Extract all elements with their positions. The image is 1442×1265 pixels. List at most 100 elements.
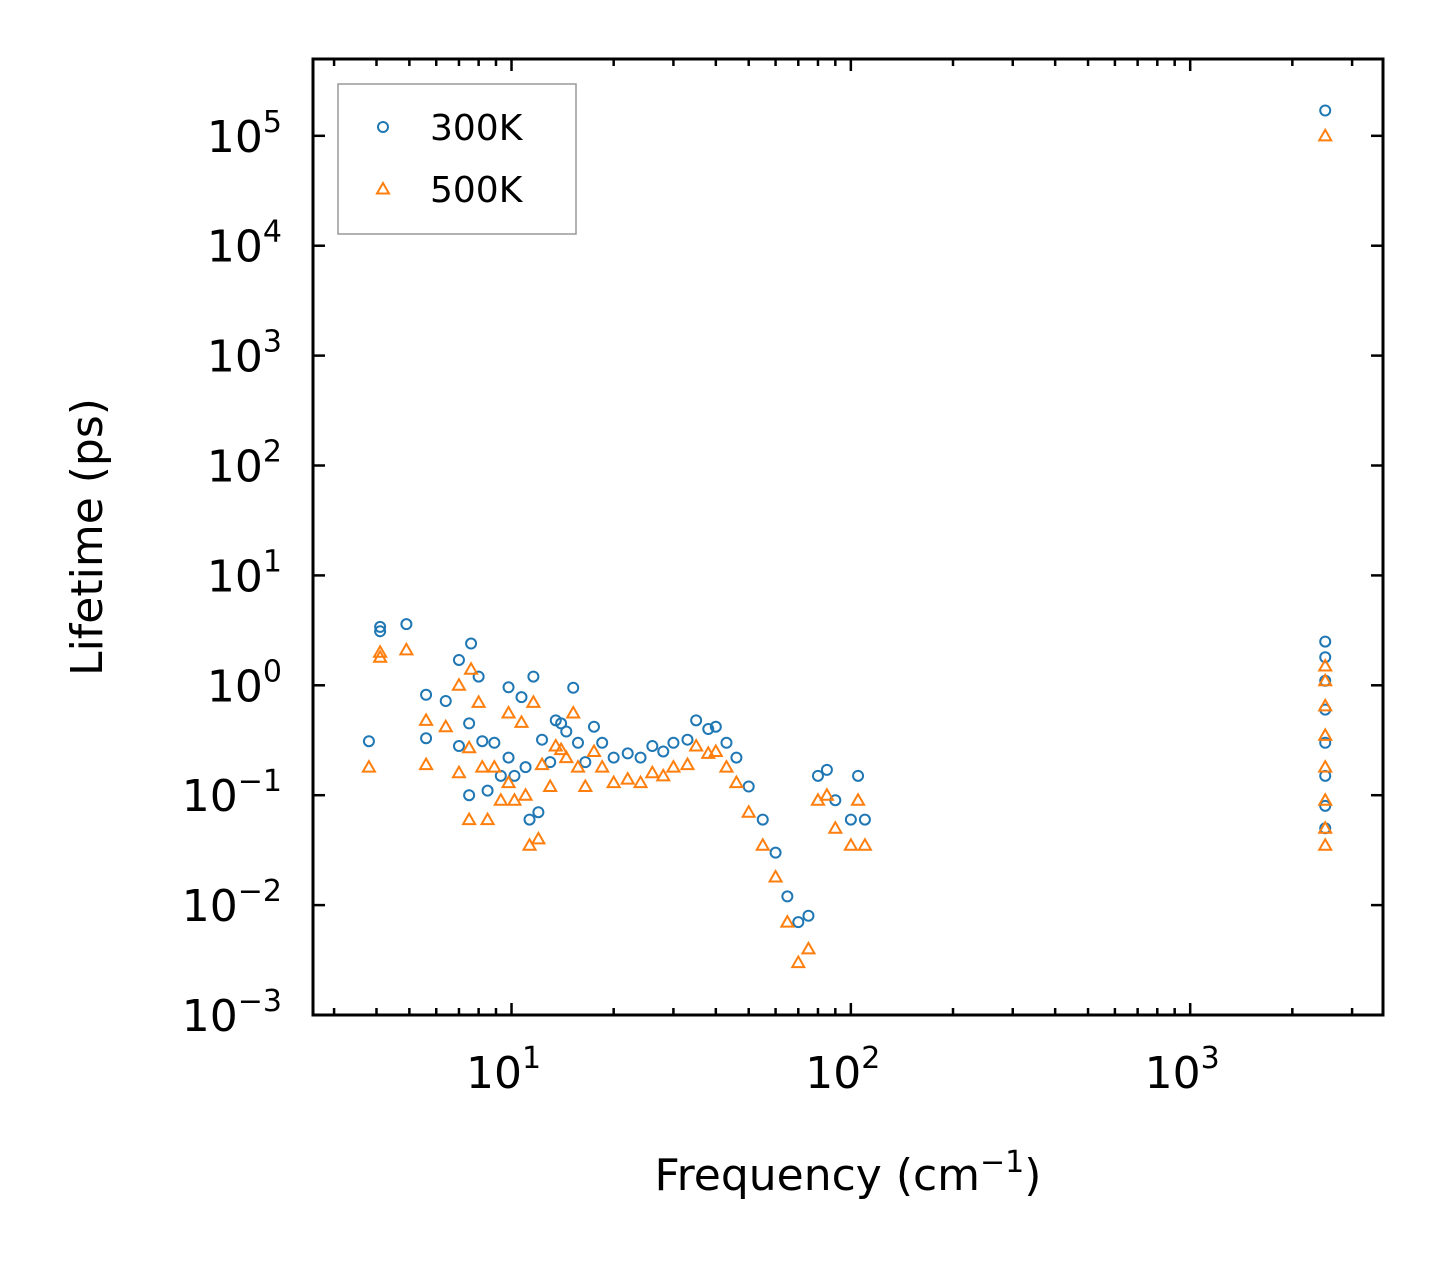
data-point: [1317, 727, 1333, 741]
data-point: [728, 774, 745, 789]
data-point: [667, 736, 680, 749]
x-axis-label-main: Frequency (cm: [655, 1150, 981, 1201]
data-point: [463, 661, 479, 675]
y-tick-label-exponent: −2: [238, 874, 282, 909]
data-point: [594, 759, 610, 773]
data-point: [481, 784, 494, 797]
x-tick-label-exponent: 3: [1201, 1041, 1220, 1076]
plot-area: [361, 104, 1333, 969]
data-point: [523, 813, 536, 826]
data-point: [1317, 837, 1333, 851]
x-tick-label: 103: [1145, 1041, 1220, 1099]
y-tick-label: 10−3: [182, 984, 282, 1042]
y-tick-label-exponent: −3: [238, 984, 282, 1019]
y-tick-label-base: 10: [207, 222, 263, 273]
data-point: [451, 677, 467, 691]
data-point: [527, 670, 540, 683]
series-500K: [361, 127, 1333, 969]
data-point: [587, 720, 600, 733]
data-point: [553, 741, 569, 756]
data-point: [702, 723, 715, 736]
data-point: [548, 738, 564, 752]
y-tick-label-base: 10: [182, 991, 238, 1042]
data-point: [506, 792, 523, 806]
data-point: [525, 694, 542, 708]
data-point: [452, 653, 465, 666]
data-point: [439, 694, 452, 707]
data-point: [372, 649, 388, 663]
legend: 300K 500K: [337, 83, 577, 235]
data-point: [634, 751, 647, 764]
y-tick-label-base: 10: [207, 551, 263, 602]
x-tick-label-base: 10: [466, 1048, 522, 1099]
data-point: [681, 733, 694, 746]
data-point: [372, 644, 388, 658]
data-point: [827, 820, 844, 834]
data-point: [607, 751, 620, 764]
data-point: [730, 751, 743, 764]
x-tick-label-base: 10: [1145, 1048, 1201, 1099]
data-point: [579, 756, 592, 769]
data-point: [463, 717, 476, 730]
data-point: [479, 811, 496, 826]
data-point: [502, 681, 515, 694]
data-point: [679, 756, 696, 771]
data-point: [570, 759, 586, 773]
data-point: [398, 641, 415, 656]
y-axis-label: Lifetime (ps): [62, 398, 113, 676]
data-point: [452, 740, 465, 753]
y-tick-label: 102: [207, 435, 282, 493]
data-point: [742, 780, 755, 793]
data-point: [521, 837, 538, 851]
data-point: [820, 763, 833, 776]
data-point: [571, 736, 584, 749]
data-point: [655, 767, 671, 782]
data-point: [451, 764, 467, 779]
data-point: [555, 717, 568, 730]
y-tick-label: 103: [207, 325, 282, 383]
data-point: [438, 718, 454, 733]
data-point: [767, 869, 784, 883]
x-tick-label: 101: [466, 1041, 541, 1099]
data-point: [646, 740, 659, 753]
data-point: [500, 774, 517, 789]
data-point: [513, 714, 530, 728]
data-point: [755, 837, 771, 851]
data-point: [493, 792, 509, 806]
data-point: [619, 771, 636, 785]
data-point: [361, 759, 377, 773]
data-point: [720, 736, 733, 749]
data-point: [769, 846, 782, 859]
data-point: [542, 778, 558, 793]
y-tick-label-exponent: 2: [263, 435, 282, 470]
legend-marker-300K: [377, 121, 389, 133]
data-point: [488, 736, 501, 749]
data-point: [418, 756, 434, 771]
data-point: [472, 670, 485, 683]
data-point: [1317, 672, 1333, 687]
data-point: [596, 736, 609, 749]
data-point: [577, 778, 594, 793]
x-axis-label-tail: ): [1024, 1150, 1041, 1201]
data-point: [718, 759, 735, 773]
data-point: [800, 940, 817, 955]
data-point: [519, 761, 532, 774]
x-tick-label: 102: [805, 1041, 880, 1099]
data-point: [532, 806, 545, 819]
data-point: [362, 735, 375, 748]
data-point: [374, 620, 387, 633]
data-point: [486, 759, 503, 773]
data-point: [374, 625, 387, 638]
data-point: [857, 837, 873, 851]
data-point: [560, 725, 573, 738]
data-point: [690, 714, 703, 727]
data-point: [1317, 657, 1333, 672]
y-tick-label-exponent: −1: [238, 764, 282, 799]
legend-marker-500K: [375, 180, 391, 195]
legend-label: 300K: [430, 108, 524, 149]
data-point: [517, 787, 534, 801]
axes-frame: [311, 57, 1385, 1017]
data-point: [781, 890, 794, 903]
data-point: [708, 743, 724, 757]
